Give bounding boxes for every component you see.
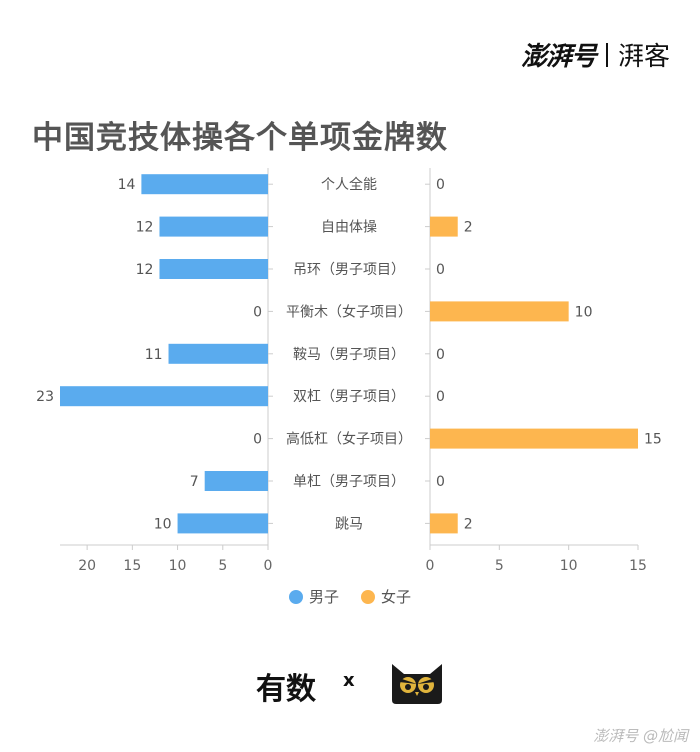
right-tick-label: 5: [495, 558, 504, 574]
data-label-men: 12: [136, 220, 154, 236]
left-tick-label: 0: [264, 558, 273, 574]
legend-label-women: 女子: [381, 588, 412, 606]
data-label-men: 14: [118, 177, 136, 193]
category-label: 自由体操: [321, 220, 377, 236]
bar-men: [141, 174, 268, 195]
category-label: 双杠（男子项目）: [293, 389, 405, 405]
legend-label-men: 男子: [308, 588, 339, 606]
bar-women: [430, 301, 569, 322]
data-label-women: 0: [436, 389, 445, 405]
brand-divider: [605, 42, 608, 67]
data-label-women: 0: [436, 474, 445, 490]
data-label-women: 2: [464, 516, 473, 532]
bar-women: [430, 513, 458, 534]
left-tick-label: 20: [78, 558, 96, 574]
category-label: 吊环（男子项目）: [293, 262, 405, 278]
data-label-men: 7: [190, 474, 199, 490]
owl-logo-icon: [392, 664, 442, 704]
data-label-men: 10: [154, 516, 172, 532]
chart-legend: 男子 女子: [0, 586, 700, 607]
data-label-men: 11: [145, 347, 163, 363]
data-label-women: 10: [575, 304, 593, 320]
bar-men: [177, 513, 268, 534]
data-label-women: 0: [436, 347, 445, 363]
category-label: 鞍马（男子项目）: [293, 347, 405, 363]
category-label: 平衡木（女子项目）: [286, 303, 412, 320]
left-tick-label: 15: [123, 558, 141, 574]
data-label-men: 0: [253, 432, 262, 448]
right-tick-label: 0: [426, 558, 435, 574]
data-label-women: 2: [464, 220, 473, 236]
data-label-women: 0: [436, 177, 445, 193]
youshu-logo: 有数: [256, 672, 316, 707]
chart-title: 中国竞技体操各个单项金牌数: [32, 120, 448, 156]
category-label: 高低杠（女子项目）: [286, 431, 412, 448]
right-tick-label: 10: [560, 558, 578, 574]
bar-men: [60, 386, 268, 407]
category-label: 跳马: [335, 516, 363, 532]
watermark: 澎湃号 @尬闻: [593, 727, 688, 745]
brand-channel: 湃客: [617, 42, 670, 72]
data-label-men: 0: [253, 304, 262, 320]
bar-men: [204, 471, 268, 491]
legend-item-men[interactable]: 男子: [288, 586, 339, 607]
legend-dot-women: [361, 589, 375, 604]
brand-logo: 澎湃号: [520, 42, 597, 72]
category-label: 单杠（男子项目）: [293, 474, 405, 490]
data-label-women: 15: [644, 432, 662, 448]
bar-women: [430, 428, 638, 449]
left-tick-label: 5: [218, 558, 227, 574]
data-label-men: 12: [136, 262, 154, 278]
category-label: 个人全能: [321, 176, 377, 193]
data-label-men: 23: [36, 389, 54, 405]
bar-women: [430, 216, 458, 237]
bar-men: [159, 259, 268, 279]
footer-logos: 有数 x: [0, 660, 700, 707]
data-label-women: 0: [436, 262, 445, 278]
bar-men: [159, 216, 268, 237]
legend-item-women[interactable]: 女子: [361, 586, 411, 607]
collab-x: x: [343, 670, 355, 691]
legend-dot-men: [288, 589, 303, 604]
bar-men: [168, 343, 268, 364]
right-tick-label: 15: [629, 558, 647, 574]
brand-header: 澎湃号 湃客: [521, 36, 670, 73]
left-tick-label: 10: [169, 558, 187, 574]
